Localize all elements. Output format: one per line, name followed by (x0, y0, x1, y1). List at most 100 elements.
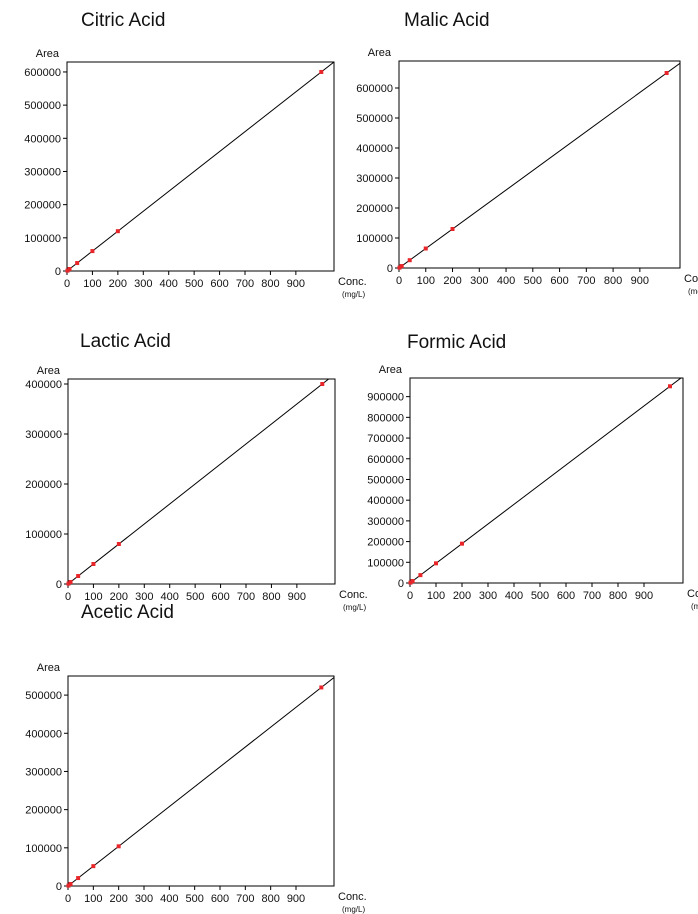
y-tick-label: 100000 (25, 843, 62, 855)
plot-frame (67, 378, 336, 585)
x-tick-label: 800 (609, 590, 627, 602)
x-axis-unit: (mg/L) (691, 602, 698, 611)
data-point (66, 883, 71, 888)
calibration-line (399, 62, 680, 268)
chart-panel: Formic Acid 0 100000 200000 300000 400000 5000… (345, 330, 698, 630)
chart-title: Acetic Acid (81, 602, 174, 623)
data-point (68, 882, 73, 887)
x-tick-label: 400 (160, 278, 178, 290)
x-tick-label: 500 (524, 275, 542, 287)
y-axis-label: Area (37, 662, 61, 674)
chart-svg: 0 100000 200000 300000 400000 0 100 200 300 400 50… (25, 365, 367, 612)
data-point (319, 69, 324, 74)
x-tick-label: 600 (211, 893, 229, 905)
data-point (115, 229, 120, 234)
x-tick-label: 0 (407, 590, 413, 602)
y-axis-label: Area (379, 364, 403, 376)
x-tick-label: 600 (557, 590, 575, 602)
x-tick-label: 200 (109, 278, 127, 290)
y-tick-label: 400000 (367, 495, 404, 507)
x-tick-label: 700 (237, 591, 255, 603)
data-point (397, 265, 402, 270)
calibration-line (410, 378, 682, 583)
y-tick-label: 900000 (367, 392, 404, 404)
data-point (408, 580, 413, 585)
x-tick-label: 100 (84, 893, 102, 905)
data-point (664, 71, 669, 75)
y-tick-label: 400000 (356, 143, 393, 155)
y-tick-label: 300000 (367, 516, 404, 528)
x-axis-unit: (mg/L) (343, 603, 366, 612)
x-tick-label: 300 (479, 590, 497, 602)
x-tick-label: 800 (261, 893, 279, 905)
x-tick-label: 400 (161, 591, 179, 603)
x-tick-label: 900 (635, 590, 653, 602)
x-tick-label: 700 (577, 275, 595, 287)
data-point (91, 864, 96, 869)
x-axis-label: Conc. (338, 891, 367, 903)
x-tick-label: 200 (453, 590, 471, 602)
x-tick-label: 400 (497, 275, 515, 287)
x-tick-label: 0 (64, 278, 70, 290)
x-tick-label: 900 (288, 591, 306, 603)
chart-svg: 0 100000 200000 300000 400000 500000 600000 0 10… (24, 48, 366, 299)
data-point (116, 844, 121, 849)
x-tick-label: 100 (417, 275, 435, 287)
chart-svg: 0 100000 200000 300000 400000 500000 600000 0 10… (356, 47, 698, 296)
x-axis-unit: (mg/L) (342, 905, 365, 914)
y-tick-label: 400000 (25, 728, 62, 740)
data-point (407, 258, 412, 263)
chart-panel: Lactic Acid 0 100000 200000 300000 400000 0 100… (0, 330, 367, 630)
data-point (91, 562, 96, 566)
x-tick-label: 900 (631, 275, 649, 287)
y-tick-label: 800000 (367, 412, 404, 424)
data-point (320, 382, 325, 386)
chart-panel: Malic Acid 0 100000 200000 300000 400000 50000… (345, 0, 698, 300)
x-tick-label: 800 (604, 275, 622, 287)
y-tick-label: 300000 (24, 166, 61, 178)
x-tick-label: 300 (134, 278, 152, 290)
x-tick-label: 700 (236, 893, 254, 905)
y-tick-label: 100000 (24, 233, 61, 245)
y-tick-label: 500000 (367, 474, 404, 486)
y-tick-label: 700000 (367, 433, 404, 445)
data-point (76, 574, 81, 578)
y-tick-label: 0 (56, 881, 62, 893)
x-axis-label: Conc. (687, 588, 698, 600)
x-tick-label: 600 (210, 278, 228, 290)
plot-frame (66, 61, 335, 272)
plot-frame (67, 675, 335, 887)
y-tick-label: 500000 (356, 113, 393, 125)
y-tick-label: 200000 (356, 203, 393, 215)
x-tick-label: 400 (505, 590, 523, 602)
x-tick-label: 800 (262, 591, 280, 603)
y-axis-label: Area (368, 47, 392, 59)
x-axis-unit: (mg/L) (342, 290, 365, 299)
x-tick-label: 500 (186, 591, 204, 603)
chart-title: Malic Acid (404, 10, 490, 31)
x-tick-label: 900 (287, 893, 305, 905)
plot-frame (398, 60, 681, 269)
y-tick-label: 200000 (25, 805, 62, 817)
x-axis-label: Conc. (339, 589, 368, 601)
data-point (434, 561, 438, 566)
y-tick-label: 600000 (356, 83, 393, 95)
y-tick-label: 100000 (367, 557, 404, 569)
y-tick-label: 300000 (25, 766, 62, 778)
data-point (67, 267, 72, 272)
data-point (319, 685, 324, 690)
chart-title: Citric Acid (81, 10, 166, 31)
x-tick-label: 600 (211, 591, 229, 603)
x-tick-label: 900 (287, 278, 305, 290)
data-point (76, 876, 81, 881)
y-tick-label: 0 (398, 578, 404, 590)
y-axis-label: Area (36, 48, 60, 60)
data-point (410, 579, 415, 584)
plot-frame (409, 377, 684, 584)
x-tick-label: 500 (531, 590, 549, 602)
chart-svg: 0 100000 200000 300000 400000 500000 600000 700… (367, 364, 698, 611)
data-point (66, 581, 71, 586)
y-tick-label: 100000 (25, 529, 62, 541)
data-point (90, 249, 95, 254)
data-point (399, 264, 404, 269)
